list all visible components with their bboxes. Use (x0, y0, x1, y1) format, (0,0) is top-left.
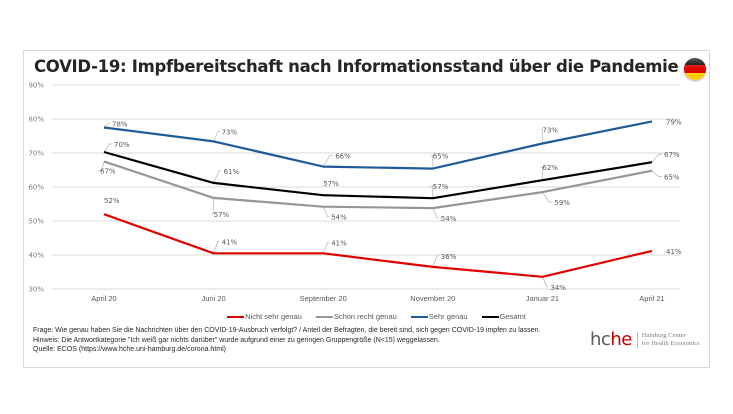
data-label: 59% (554, 199, 570, 207)
legend-item: Nicht sehr genau (227, 312, 302, 321)
flag-stripe-red (684, 65, 706, 73)
data-label: 70% (114, 141, 130, 149)
data-label: 67% (664, 151, 680, 159)
series-line-sehr-genau (103, 120, 653, 170)
gridlines (52, 84, 680, 290)
data-label: 67% (100, 168, 116, 176)
data-label: 62% (542, 164, 558, 172)
data-label: 57% (214, 211, 230, 219)
y-tick-label: 60% (28, 184, 44, 192)
label-leader-line (430, 155, 434, 169)
label-leader-line (213, 131, 220, 142)
label-leader-line (322, 155, 334, 167)
note-question: Frage: Wie genau haben Sie die Nachricht… (33, 327, 541, 334)
label-leader-lines (98, 123, 662, 288)
y-tick-label: 50% (28, 218, 44, 226)
chart-title: COVID-19: Impfbereitschaft nach Informat… (34, 57, 679, 76)
data-label: 73% (222, 128, 238, 136)
y-tick-label: 40% (28, 252, 44, 260)
x-axis-ticks: April 20 Juni 20 September 20 November 20 Ja… (91, 294, 664, 303)
series-lines (103, 120, 653, 278)
label-leader-line (542, 276, 549, 288)
logo-caption: Hamburg Center for Health Economics (642, 332, 700, 348)
label-leader-line (540, 166, 543, 181)
data-label: 78% (112, 121, 128, 129)
logo-wordmark-hc: hc (590, 329, 611, 350)
data-label: 79% (666, 118, 682, 126)
legend-swatch (315, 315, 333, 318)
label-leader-line (542, 191, 553, 203)
data-labels: 52% 41% 41% 36% 34% 41% 67% 57% 54% 54% 59% 65% 78% 7… (100, 118, 682, 291)
data-label: 34% (550, 284, 566, 292)
y-tick-label: 90% (28, 82, 44, 90)
legend-swatch (481, 315, 499, 318)
label-leader-line (651, 153, 662, 163)
x-tick-label: November 20 (410, 294, 455, 303)
data-label: 66% (335, 153, 351, 161)
label-leader-line (213, 241, 220, 254)
series-line-gesamt (103, 150, 653, 200)
legend-label: Schon recht genau (333, 312, 397, 321)
legend-label: Sehr genau (428, 312, 468, 321)
germany-flag-icon (684, 58, 706, 80)
note-source: Quelle: ECOS (https://www.hche.uni-hambu… (33, 346, 226, 354)
y-tick-label: 30% (28, 286, 44, 294)
y-tick-label: 70% (28, 150, 44, 158)
flag-stripe-gold (684, 72, 706, 80)
x-tick-label: Juni 20 (202, 294, 226, 303)
label-leader-line (540, 129, 543, 144)
legend-item: Sehr genau (410, 312, 468, 321)
chart-frame (23, 50, 710, 368)
data-label: 61% (224, 168, 240, 176)
legend-swatch (227, 315, 245, 318)
legend-label: Nicht sehr genau (245, 312, 302, 321)
label-leader-line (651, 170, 662, 177)
x-tick-label: April 21 (639, 294, 664, 303)
logo-separator (636, 332, 638, 348)
hche-logo: hche Hamburg Center for Health Economics (590, 331, 700, 349)
legend-item: Schon recht genau (315, 312, 397, 321)
data-label: 52% (104, 197, 120, 205)
series-line-nicht-sehr-genau (103, 213, 653, 278)
label-leader-line (103, 143, 112, 153)
data-label: 36% (441, 253, 457, 261)
label-leader-line (322, 206, 330, 218)
label-leader-line (103, 123, 110, 128)
legend-swatch (410, 315, 428, 318)
logo-wordmark: hche (590, 331, 632, 349)
data-label: 41% (222, 238, 238, 246)
data-label: 57% (323, 180, 339, 188)
data-label: 65% (433, 153, 449, 161)
logo-wordmark-he: he (610, 329, 632, 350)
series-line-schon-recht-genau (103, 160, 653, 210)
label-leader-line (211, 197, 214, 215)
chart-legend: Nicht sehr genau Schon recht genau Sehr ge… (0, 312, 733, 321)
y-axis-ticks: 90% 80% 70% 60% 50% 40% 30% (28, 82, 44, 294)
x-tick-label: September 20 (300, 294, 347, 303)
logo-caption-line1: Hamburg Center (641, 332, 686, 339)
x-tick-label: Januar 21 (526, 294, 559, 303)
chart-notes: Frage: Wie genau haben Sie die Nachricht… (33, 326, 540, 355)
label-leader-line (430, 185, 434, 199)
label-leader-line (432, 207, 439, 219)
x-tick-label: April 20 (91, 294, 116, 303)
data-label: 54% (441, 215, 457, 223)
y-tick-label: 80% (28, 116, 44, 124)
label-leader-line (213, 170, 222, 184)
label-leader-line (432, 255, 439, 268)
legend-item: Gesamt (481, 312, 526, 321)
data-label: 57% (433, 183, 449, 191)
legend-label: Gesamt (499, 312, 526, 321)
data-label: 73% (542, 126, 558, 134)
logo-caption-line2: for Health Economics (641, 340, 700, 347)
data-label: 41% (666, 248, 682, 256)
data-label: 65% (664, 174, 680, 182)
data-label: 41% (331, 239, 347, 247)
label-leader-line (322, 242, 330, 254)
data-label: 54% (331, 214, 347, 222)
note-hint: Hinweis: Die Antwortkategorie "Ich weiß … (33, 336, 440, 344)
label-leader-line (98, 161, 105, 171)
